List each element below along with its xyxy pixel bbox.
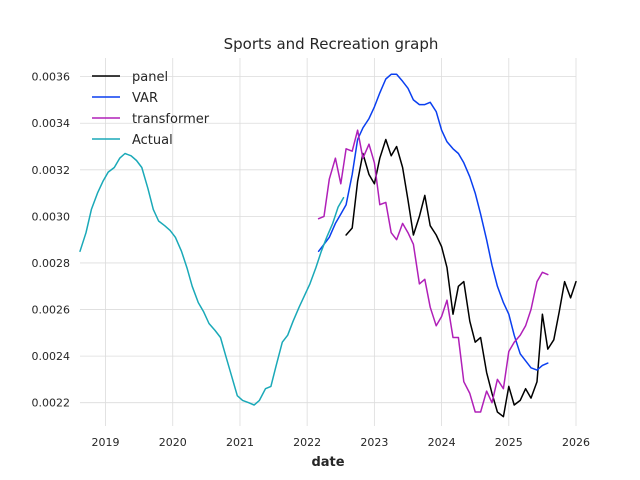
y-tick-label: 0.0028: [32, 257, 71, 270]
series-line-actual: [79, 152, 345, 406]
x-tick-label: 2025: [495, 436, 523, 449]
series-line-transformer: [317, 129, 549, 413]
y-tick-label: 0.0030: [32, 210, 71, 223]
legend-item-panel: panel: [92, 70, 168, 85]
chart-title: Sports and Recreation graph: [224, 35, 439, 53]
x-axis-label: date: [311, 455, 344, 470]
legend-label: transformer: [132, 112, 210, 127]
x-tick-label: 2024: [428, 436, 456, 449]
y-tick-label: 0.0032: [32, 164, 71, 177]
y-tick-label: 0.0036: [32, 71, 71, 84]
x-tick-label: 2022: [293, 436, 321, 449]
legend-item-transformer: transformer: [92, 112, 210, 127]
y-tick-label: 0.0034: [32, 117, 71, 130]
x-tick-label: 2019: [92, 436, 120, 449]
legend-label: VAR: [132, 91, 158, 106]
y-tick-label: 0.0026: [32, 304, 71, 317]
legend-item-actual: Actual: [92, 133, 173, 148]
y-tick-label: 0.0022: [32, 397, 71, 410]
x-tick-label: 2020: [159, 436, 187, 449]
legend-item-var: VAR: [92, 91, 158, 106]
x-tick-label: 2026: [562, 436, 590, 449]
legend-label: panel: [132, 70, 168, 85]
series-lines: [79, 73, 577, 418]
grid: [80, 58, 577, 426]
y-axis-ticks: 0.0022 0.0024 0.0026 0.0028 0.0030 0.0032 0.00…: [32, 71, 71, 410]
x-tick-label: 2023: [360, 436, 388, 449]
legend-label: Actual: [132, 133, 173, 148]
series-line-panel: [345, 138, 577, 418]
x-axis-ticks: 2019 2020 2021 2022 2023 2024 2025 2026: [92, 436, 590, 449]
x-tick-label: 2021: [226, 436, 254, 449]
series-line-var: [317, 73, 549, 371]
legend: panel VAR transformer Actual: [92, 70, 210, 148]
y-tick-label: 0.0024: [32, 350, 71, 363]
